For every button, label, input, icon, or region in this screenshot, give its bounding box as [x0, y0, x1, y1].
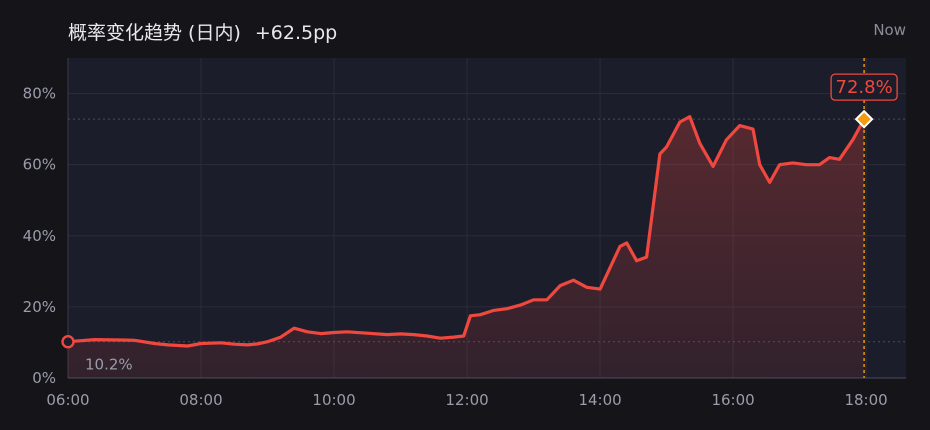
chart-title-text: 概率变化趋势 (日内) — [68, 22, 241, 44]
change-value: +62.5pp — [254, 22, 338, 44]
chart-title: 概率变化趋势 (日内) +62.5pp — [68, 18, 337, 45]
y-tick-label: 0% — [32, 369, 56, 387]
now-label: Now — [873, 21, 906, 39]
y-tick-label: 60% — [23, 156, 56, 174]
x-tick-label: 06:00 — [46, 391, 89, 409]
x-tick-label: 08:00 — [179, 391, 222, 409]
start-point-marker — [61, 335, 75, 349]
series-line — [66, 115, 866, 348]
end-value-badge — [830, 73, 898, 101]
x-tick-label: 10:00 — [312, 391, 355, 409]
end-value-label: 72.8% — [836, 77, 893, 98]
start-value-label: 10.2% — [85, 356, 133, 374]
y-tick-label: 80% — [23, 85, 56, 103]
y-tick-label: 20% — [23, 298, 56, 316]
x-tick-label: 18:00 — [844, 391, 887, 409]
series-area — [68, 116, 865, 378]
x-tick-label: 16:00 — [711, 391, 754, 409]
y-tick-label: 40% — [23, 227, 56, 245]
x-tick-label: 14:00 — [578, 391, 621, 409]
x-tick-label: 12:00 — [445, 391, 488, 409]
end-point-marker — [854, 109, 874, 129]
